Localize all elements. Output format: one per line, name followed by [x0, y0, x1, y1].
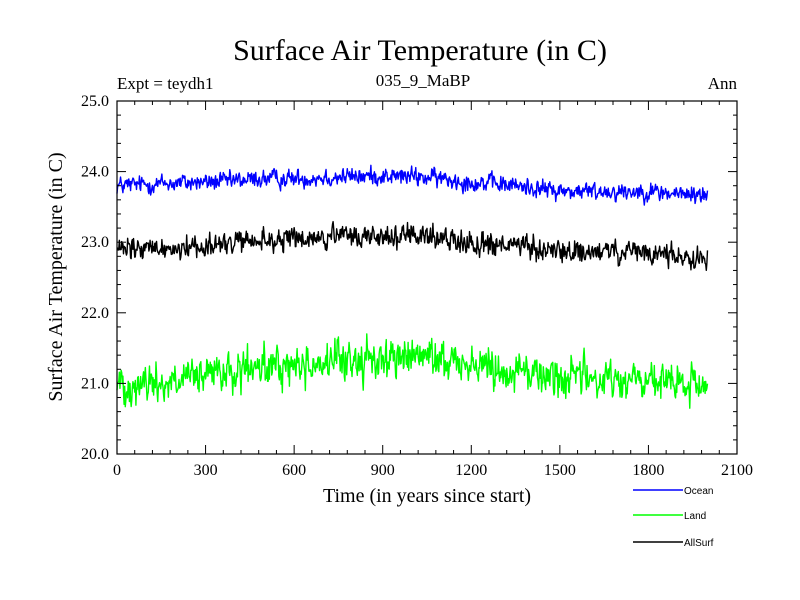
x-tick-label: 1500	[544, 462, 576, 479]
y-axis-label: Surface Air Temperature (in C)	[45, 152, 67, 401]
tick-labels: 0 300 600 900 1200 1500 1800 2100 20.0 21.0 22.0 23…	[81, 93, 753, 479]
plot-series	[116, 164, 709, 409]
x-tick-label: 2100	[721, 462, 753, 479]
y-tick-label: 23.0	[81, 234, 109, 251]
legend-label-ocean: Ocean	[684, 486, 713, 497]
y-tick-label: 24.0	[81, 164, 109, 181]
x-tick-label: 0	[113, 462, 121, 479]
legend-label-allsurf: AllSurf	[684, 538, 714, 549]
series-line-land	[116, 333, 709, 409]
experiment-label: Expt = teydh1	[117, 74, 213, 93]
legend-label-land: Land	[684, 511, 706, 522]
plot-frame	[116, 100, 738, 455]
y-tick-label: 20.0	[81, 446, 109, 463]
series-line-allsurf	[116, 220, 709, 272]
x-tick-label: 900	[371, 462, 395, 479]
y-tick-label: 21.0	[81, 375, 109, 392]
x-tick-label: 300	[194, 462, 218, 479]
x-axis-label: Time (in years since start)	[323, 485, 531, 507]
axis-ticks	[116, 100, 738, 455]
season-label: Ann	[708, 74, 738, 93]
x-tick-label: 1200	[455, 462, 487, 479]
y-tick-label: 25.0	[81, 93, 109, 110]
chart-title: Surface Air Temperature (in C)	[233, 34, 607, 67]
series-line-ocean	[116, 164, 709, 206]
legend: Ocean Land AllSurf	[633, 486, 714, 549]
x-tick-label: 600	[282, 462, 306, 479]
y-tick-label: 22.0	[81, 305, 109, 322]
x-tick-label: 1800	[632, 462, 664, 479]
period-label: 035_9_MaBP	[376, 71, 470, 90]
